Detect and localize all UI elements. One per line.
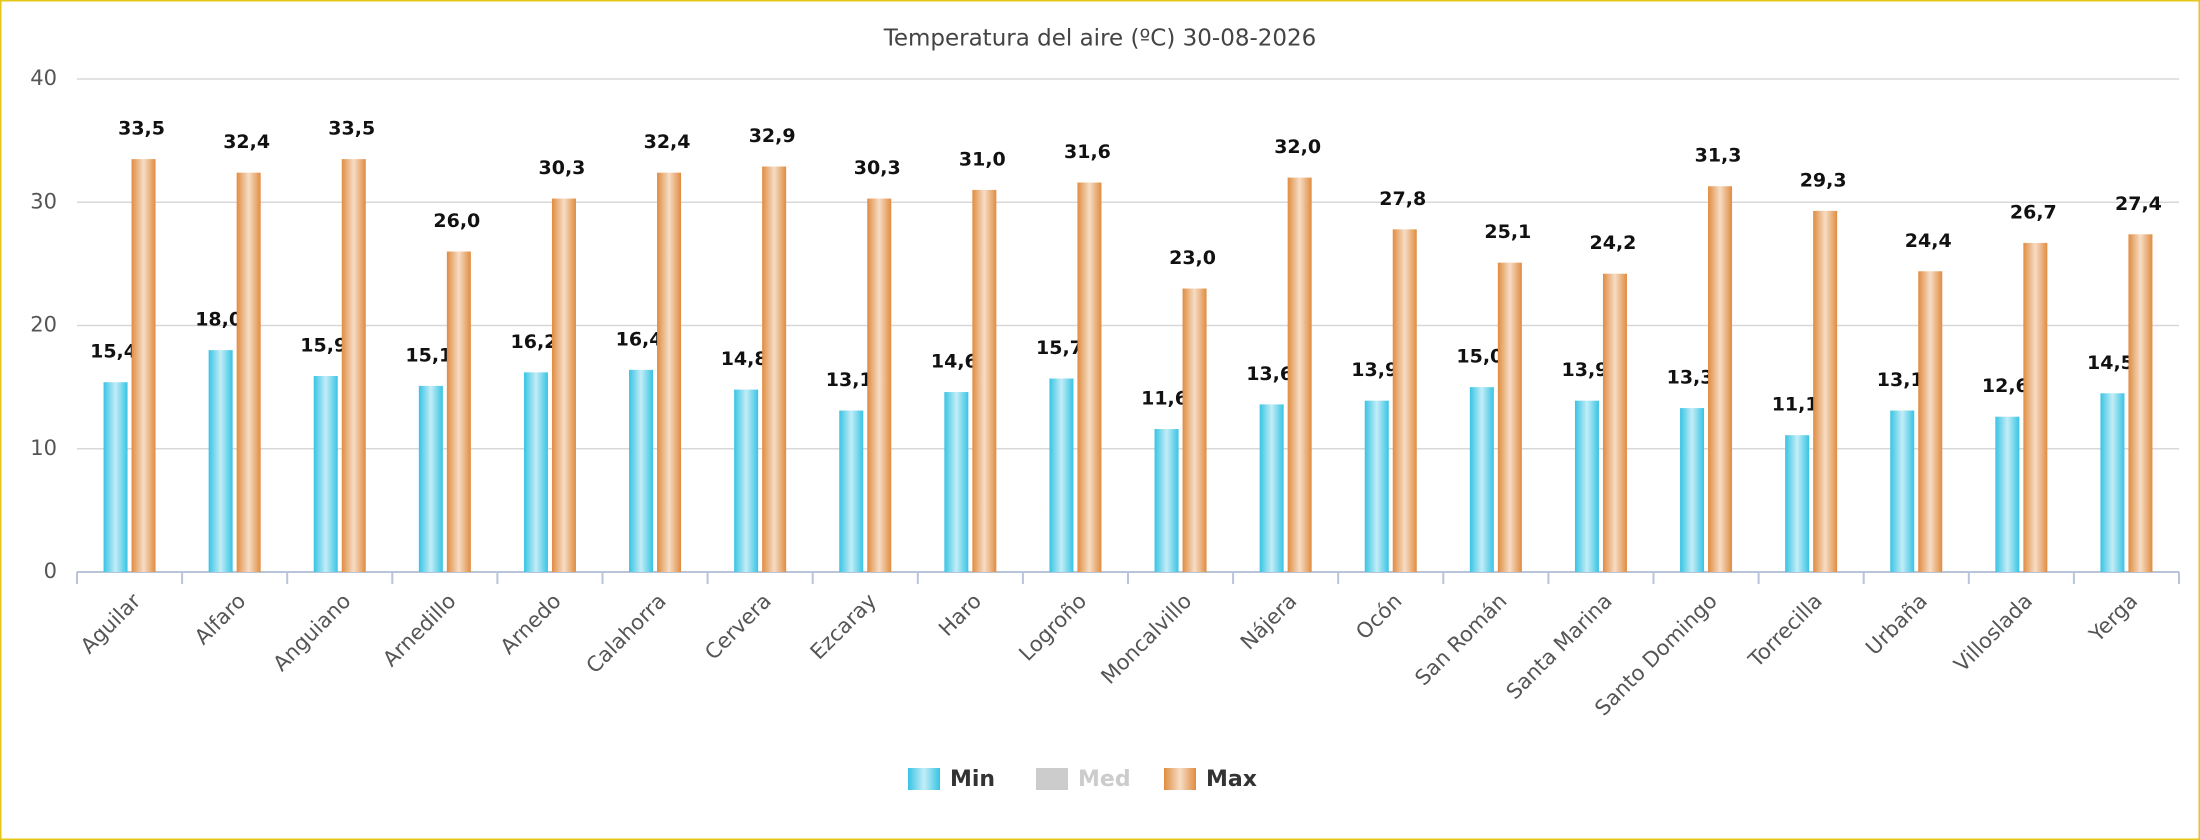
bar [1785, 435, 1810, 572]
data-label: 32,4 [223, 131, 270, 153]
legend-swatch [1164, 768, 1196, 790]
data-label: 16,4 [616, 328, 663, 350]
bar [972, 189, 997, 573]
bar [1469, 387, 1494, 572]
data-label: 31,3 [1695, 145, 1742, 167]
bar [1574, 400, 1599, 572]
data-label: 26,7 [2010, 201, 2057, 223]
legend-swatch [1036, 768, 1068, 790]
data-label: 14,6 [931, 351, 978, 373]
legend-item[interactable]: Med [1036, 767, 1131, 792]
data-label: 30,3 [854, 157, 901, 179]
legend-label: Max [1206, 767, 1257, 792]
data-label: 13,1 [826, 369, 873, 391]
legend-label: Med [1078, 767, 1131, 792]
y-tick-label: 30 [30, 189, 57, 213]
bar [1497, 262, 1522, 572]
data-label: 25,1 [1484, 221, 1531, 243]
bar [839, 410, 864, 572]
bar [1077, 182, 1102, 572]
bar [446, 251, 471, 573]
bar [236, 172, 261, 573]
data-label: 30,3 [539, 157, 586, 179]
legend-item[interactable]: Max [1164, 767, 1257, 792]
data-label: 11,6 [1141, 388, 1188, 410]
data-label: 13,3 [1667, 367, 1714, 389]
y-tick-label: 40 [30, 66, 57, 90]
bar [1602, 273, 1627, 572]
legend-swatch [908, 768, 940, 790]
bar [762, 166, 787, 572]
data-label: 15,4 [90, 341, 137, 363]
bar [523, 372, 548, 572]
bar [1995, 416, 2020, 572]
bar [2100, 393, 2125, 572]
bar [1708, 186, 1733, 573]
data-label: 14,8 [721, 348, 768, 370]
bar [1049, 378, 1074, 572]
bar [657, 172, 682, 573]
data-label: 13,6 [1246, 363, 1293, 385]
chart-title: Temperatura del aire (ºC) 30-08-2026 [883, 26, 1317, 52]
bar [131, 159, 156, 573]
data-label: 27,4 [2115, 193, 2162, 215]
bar [1287, 177, 1312, 572]
bar [313, 376, 338, 572]
bar [418, 385, 443, 572]
data-label: 32,0 [1274, 136, 1321, 158]
bar [1182, 288, 1207, 572]
bar [1890, 410, 1915, 572]
data-label: 29,3 [1800, 169, 1847, 191]
data-label: 15,1 [405, 344, 452, 366]
data-label: 12,6 [1982, 375, 2029, 397]
bar [944, 392, 969, 572]
bar [629, 369, 654, 572]
y-tick-label: 20 [30, 313, 57, 337]
bar [734, 389, 759, 572]
data-label: 24,4 [1905, 230, 1952, 252]
data-label: 13,9 [1562, 359, 1609, 381]
data-label: 15,0 [1456, 346, 1503, 368]
bar [1392, 229, 1417, 573]
bar [1364, 400, 1389, 572]
bar [2023, 242, 2048, 573]
bar [1154, 429, 1179, 572]
data-label: 33,5 [328, 118, 375, 140]
legend-item[interactable]: Min [908, 767, 995, 792]
y-tick-label: 10 [30, 436, 57, 460]
data-label: 15,9 [300, 335, 347, 357]
legend-label: Min [950, 767, 995, 792]
bar [1813, 210, 1838, 572]
data-label: 24,2 [1590, 232, 1637, 254]
bar [2128, 234, 2153, 573]
bar [208, 350, 233, 572]
data-label: 31,6 [1064, 141, 1111, 163]
y-tick-label: 0 [44, 559, 57, 583]
data-label: 16,2 [511, 331, 558, 353]
data-label: 18,0 [195, 309, 242, 331]
data-label: 23,0 [1169, 247, 1216, 269]
data-label: 31,0 [959, 148, 1006, 170]
data-label: 26,0 [433, 210, 480, 232]
data-label: 13,9 [1351, 359, 1398, 381]
bar [1918, 271, 1943, 572]
bar [551, 198, 576, 573]
data-label: 14,5 [2087, 352, 2134, 374]
bar [867, 198, 892, 573]
bar [1680, 408, 1705, 572]
data-label: 15,7 [1036, 337, 1083, 359]
data-label: 32,4 [644, 131, 691, 153]
data-label: 33,5 [118, 118, 165, 140]
data-label: 11,1 [1772, 394, 1819, 416]
bar [1259, 404, 1284, 572]
data-label: 13,1 [1877, 369, 1924, 391]
bar [341, 159, 366, 573]
bar [103, 382, 128, 572]
data-label: 27,8 [1379, 188, 1426, 210]
data-label: 32,9 [749, 125, 796, 147]
